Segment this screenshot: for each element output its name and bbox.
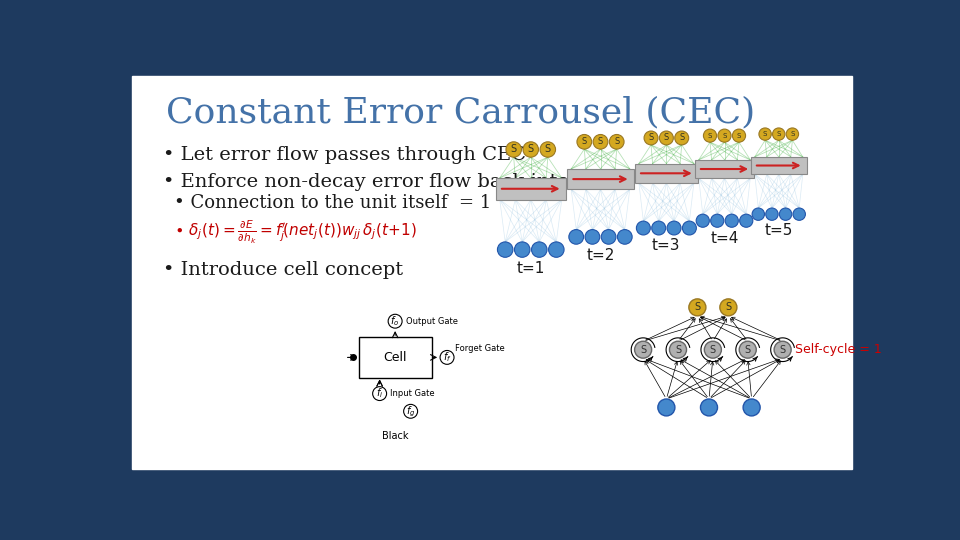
Text: • Connection to the unit itself  = 1: • Connection to the unit itself = 1 bbox=[175, 194, 492, 212]
Circle shape bbox=[585, 230, 600, 244]
Circle shape bbox=[793, 208, 805, 220]
Circle shape bbox=[403, 404, 418, 418]
Circle shape bbox=[669, 341, 686, 358]
Text: • Introduce cell concept: • Introduce cell concept bbox=[162, 261, 403, 279]
Text: t=3: t=3 bbox=[652, 239, 681, 253]
Circle shape bbox=[440, 350, 454, 365]
Text: S: S bbox=[737, 133, 741, 139]
Text: Forget Gate: Forget Gate bbox=[455, 343, 505, 353]
Circle shape bbox=[601, 230, 616, 244]
Circle shape bbox=[593, 134, 608, 149]
Text: S: S bbox=[694, 302, 701, 312]
Text: Cell: Cell bbox=[383, 351, 407, 364]
Circle shape bbox=[577, 134, 591, 149]
Circle shape bbox=[660, 131, 673, 145]
Text: S: S bbox=[675, 345, 681, 355]
Circle shape bbox=[718, 129, 732, 142]
Text: S: S bbox=[780, 345, 785, 355]
Text: S: S bbox=[582, 137, 587, 146]
FancyBboxPatch shape bbox=[132, 76, 852, 469]
Circle shape bbox=[548, 242, 564, 257]
Text: • Enforce non-decay error flow back into time: • Enforce non-decay error flow back into… bbox=[162, 173, 619, 191]
Circle shape bbox=[636, 221, 650, 235]
Text: t=1: t=1 bbox=[516, 261, 545, 276]
Circle shape bbox=[705, 341, 721, 358]
Circle shape bbox=[701, 399, 717, 416]
Circle shape bbox=[635, 341, 652, 358]
Text: Constant Error Carrousel (CEC): Constant Error Carrousel (CEC) bbox=[166, 96, 756, 130]
Circle shape bbox=[732, 129, 746, 142]
Text: S: S bbox=[663, 133, 669, 143]
Bar bbox=[695, 160, 755, 178]
Circle shape bbox=[540, 142, 556, 157]
Circle shape bbox=[766, 208, 779, 220]
Circle shape bbox=[532, 242, 547, 257]
Text: • Let error flow passes through CEC: • Let error flow passes through CEC bbox=[162, 146, 526, 164]
Text: Input Gate: Input Gate bbox=[391, 389, 435, 398]
Text: Output Gate: Output Gate bbox=[406, 316, 458, 326]
Circle shape bbox=[675, 131, 688, 145]
Text: Black: Black bbox=[382, 430, 408, 441]
Circle shape bbox=[774, 341, 791, 358]
Text: $f_i$: $f_i$ bbox=[376, 387, 383, 401]
Circle shape bbox=[515, 242, 530, 257]
Circle shape bbox=[683, 221, 696, 235]
Circle shape bbox=[739, 214, 753, 227]
Circle shape bbox=[644, 131, 658, 145]
Circle shape bbox=[388, 314, 402, 328]
Circle shape bbox=[689, 299, 706, 316]
Circle shape bbox=[652, 221, 665, 235]
Circle shape bbox=[610, 134, 624, 149]
Circle shape bbox=[696, 214, 709, 227]
Text: S: S bbox=[790, 131, 795, 137]
Text: S: S bbox=[614, 137, 619, 146]
Text: S: S bbox=[528, 145, 534, 154]
Text: S: S bbox=[679, 133, 684, 143]
FancyBboxPatch shape bbox=[359, 336, 432, 378]
Circle shape bbox=[617, 230, 632, 244]
Text: S: S bbox=[745, 345, 751, 355]
Circle shape bbox=[780, 208, 792, 220]
Bar bbox=[567, 169, 634, 190]
Circle shape bbox=[773, 128, 785, 140]
Circle shape bbox=[569, 230, 584, 244]
Text: t=5: t=5 bbox=[764, 224, 793, 239]
Text: S: S bbox=[708, 133, 712, 139]
Text: S: S bbox=[709, 345, 716, 355]
Circle shape bbox=[725, 214, 738, 227]
Text: $f_g$: $f_g$ bbox=[406, 404, 416, 418]
Circle shape bbox=[372, 387, 387, 401]
Circle shape bbox=[667, 221, 681, 235]
Text: $f_o$: $f_o$ bbox=[391, 314, 399, 328]
Text: S: S bbox=[726, 302, 732, 312]
Circle shape bbox=[720, 299, 737, 316]
Circle shape bbox=[658, 399, 675, 416]
Circle shape bbox=[759, 128, 771, 140]
Circle shape bbox=[752, 208, 764, 220]
Circle shape bbox=[739, 341, 756, 358]
Text: S: S bbox=[777, 131, 780, 137]
Text: S: S bbox=[544, 145, 551, 154]
Text: $\bullet\ \delta_j(t) = \frac{\partial E}{\partial h_k} = f_j'\!\left(net_j(t)\r: $\bullet\ \delta_j(t) = \frac{\partial E… bbox=[175, 219, 418, 246]
Bar bbox=[496, 178, 565, 200]
Text: Self-cycle = 1: Self-cycle = 1 bbox=[795, 343, 882, 356]
Circle shape bbox=[704, 129, 716, 142]
Text: t=2: t=2 bbox=[587, 248, 614, 263]
Circle shape bbox=[506, 142, 521, 157]
Text: S: S bbox=[648, 133, 654, 143]
Circle shape bbox=[710, 214, 724, 227]
Circle shape bbox=[786, 128, 799, 140]
Text: S: S bbox=[598, 137, 603, 146]
Text: S: S bbox=[640, 345, 646, 355]
Text: t=4: t=4 bbox=[710, 231, 738, 246]
Text: $f_f$: $f_f$ bbox=[443, 350, 451, 365]
Circle shape bbox=[743, 399, 760, 416]
Text: S: S bbox=[722, 133, 727, 139]
Circle shape bbox=[497, 242, 513, 257]
Text: S: S bbox=[511, 145, 516, 154]
Bar bbox=[635, 164, 698, 183]
Text: S: S bbox=[763, 131, 767, 137]
Bar bbox=[751, 157, 806, 174]
Circle shape bbox=[523, 142, 539, 157]
